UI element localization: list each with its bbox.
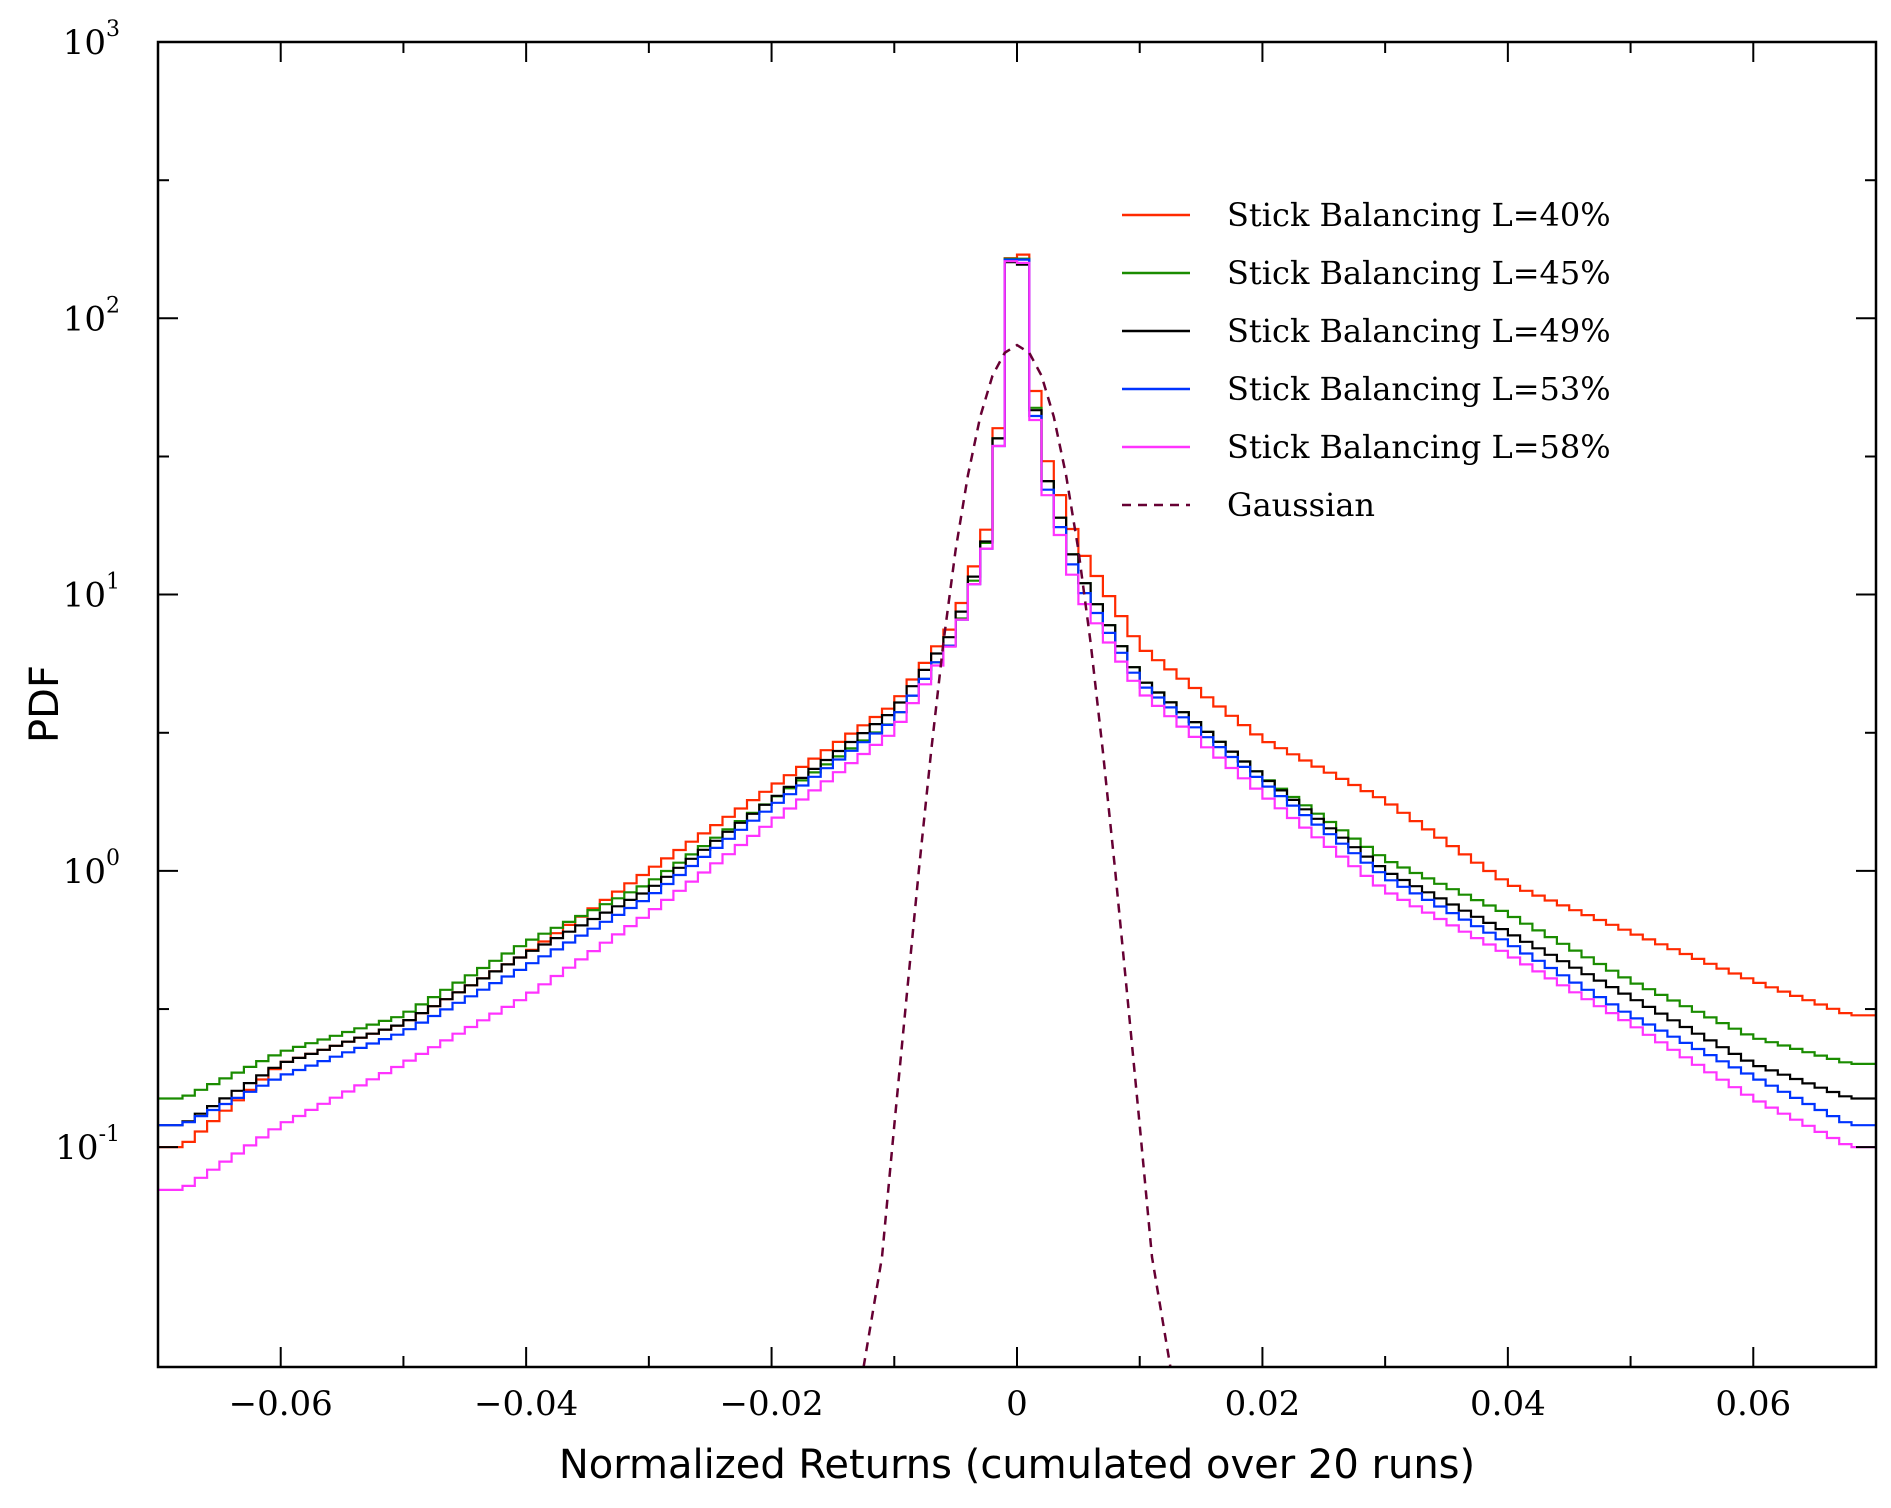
x-tick-label: −0.06 [229, 1384, 333, 1424]
y-tick-base: 10 [63, 299, 106, 339]
y-axis-title: PDF [22, 665, 68, 743]
y-tick-label: 100 [63, 846, 120, 892]
x-tick-label: −0.02 [719, 1384, 823, 1424]
x-tick-label: 0.06 [1715, 1384, 1791, 1424]
y-tick-label: 102 [63, 293, 120, 339]
series-line [158, 258, 1876, 1127]
legend-label: Stick Balancing L=53% [1227, 370, 1611, 408]
legend-label: Stick Balancing L=49% [1227, 312, 1611, 350]
y-tick-base: 10 [63, 852, 106, 892]
legend-label: Stick Balancing L=40% [1227, 196, 1611, 234]
y-tick-exponent: 3 [106, 17, 120, 42]
legend: Stick Balancing L=40% Stick Balancing L=4… [1122, 196, 1611, 524]
y-tick-base: 10 [63, 23, 106, 63]
y-tick-label: 10-1 [55, 1122, 120, 1168]
series-line [158, 260, 1876, 1191]
x-tick-label: −0.04 [474, 1384, 578, 1424]
y-tick-exponent: 0 [106, 846, 120, 871]
series-line [862, 343, 1172, 1367]
legend-label: Stick Balancing L=58% [1227, 428, 1611, 466]
legend-label: Gaussian [1227, 486, 1375, 524]
x-tick-label: 0.02 [1225, 1384, 1301, 1424]
y-tick-base: 10 [63, 576, 106, 616]
y-tick-exponent: 2 [106, 293, 120, 318]
y-tick-label: 103 [63, 17, 120, 63]
x-tick-label: 0 [1006, 1384, 1028, 1424]
ticks-layer: −0.06 −0.04 −0.02 0 0.02 0.04 0.0610-110010110… [55, 17, 1877, 1424]
y-tick-base: 10 [55, 1128, 98, 1168]
x-axis-title: Normalized Returns (cumulated over 20 ru… [559, 1442, 1475, 1488]
y-tick-exponent: -1 [99, 1122, 120, 1147]
x-tick-label: 0.04 [1470, 1384, 1546, 1424]
legend-label: Stick Balancing L=45% [1227, 254, 1611, 292]
series-layer [158, 253, 1876, 1367]
y-tick-exponent: 1 [106, 570, 120, 595]
y-tick-label: 101 [63, 570, 120, 616]
